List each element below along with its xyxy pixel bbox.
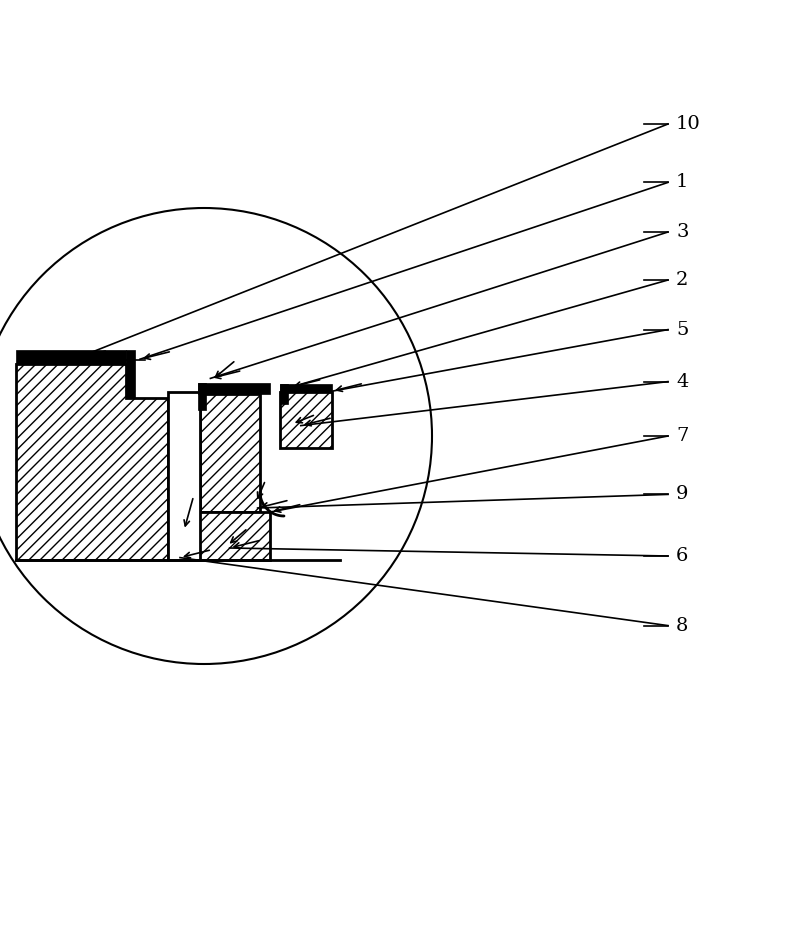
- Text: 3: 3: [676, 223, 689, 241]
- Bar: [280, 384, 332, 392]
- Text: 10: 10: [676, 115, 701, 133]
- Bar: [198, 383, 206, 410]
- Bar: [168, 392, 200, 560]
- Text: 2: 2: [676, 271, 688, 289]
- Text: 9: 9: [676, 485, 689, 503]
- Text: 5: 5: [676, 321, 688, 339]
- Bar: [280, 384, 288, 404]
- Bar: [16, 350, 126, 364]
- Polygon shape: [16, 364, 168, 560]
- Text: 1: 1: [676, 174, 688, 192]
- Text: 8: 8: [676, 616, 688, 634]
- Text: 6: 6: [676, 547, 688, 565]
- Polygon shape: [280, 392, 332, 448]
- Text: 4: 4: [676, 373, 688, 391]
- Polygon shape: [200, 394, 260, 512]
- Bar: [198, 383, 270, 394]
- Text: 7: 7: [676, 427, 688, 445]
- Polygon shape: [190, 512, 270, 560]
- Bar: [126, 350, 135, 397]
